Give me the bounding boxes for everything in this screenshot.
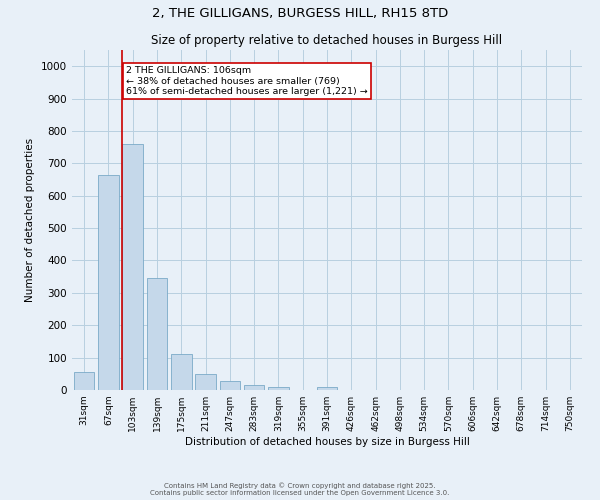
Bar: [74, 372, 94, 390]
Bar: [220, 381, 240, 390]
Bar: [195, 374, 216, 390]
Bar: [268, 387, 289, 390]
Bar: [98, 174, 119, 390]
Text: Contains public sector information licensed under the Open Government Licence 3.: Contains public sector information licen…: [151, 490, 449, 496]
Bar: [244, 385, 265, 390]
Title: Size of property relative to detached houses in Burgess Hill: Size of property relative to detached ho…: [151, 34, 503, 48]
X-axis label: Distribution of detached houses by size in Burgess Hill: Distribution of detached houses by size …: [185, 437, 469, 447]
Bar: [146, 278, 167, 390]
Bar: [171, 354, 191, 390]
Bar: [317, 388, 337, 390]
Text: 2, THE GILLIGANS, BURGESS HILL, RH15 8TD: 2, THE GILLIGANS, BURGESS HILL, RH15 8TD: [152, 8, 448, 20]
Y-axis label: Number of detached properties: Number of detached properties: [25, 138, 35, 302]
Bar: [122, 144, 143, 390]
Text: 2 THE GILLIGANS: 106sqm
← 38% of detached houses are smaller (769)
61% of semi-d: 2 THE GILLIGANS: 106sqm ← 38% of detache…: [126, 66, 368, 96]
Text: Contains HM Land Registry data © Crown copyright and database right 2025.: Contains HM Land Registry data © Crown c…: [164, 482, 436, 489]
